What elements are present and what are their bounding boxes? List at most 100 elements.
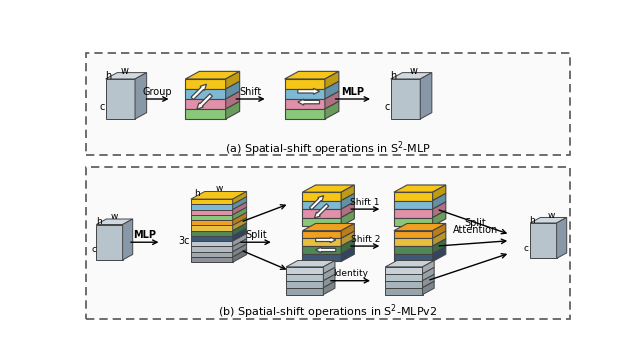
Polygon shape [385,281,422,287]
Text: c: c [99,102,104,112]
Text: h: h [390,70,396,81]
Polygon shape [341,224,355,238]
Polygon shape [191,220,233,225]
Polygon shape [286,261,335,267]
Polygon shape [325,101,339,119]
Polygon shape [433,246,446,261]
Text: w: w [409,66,417,76]
Polygon shape [233,197,246,209]
Polygon shape [233,244,246,257]
Text: Split: Split [245,230,267,240]
Polygon shape [391,73,432,79]
Polygon shape [191,252,233,257]
Polygon shape [191,246,233,252]
Polygon shape [191,204,233,209]
Polygon shape [106,73,147,79]
Polygon shape [186,72,239,79]
Polygon shape [191,241,233,246]
Polygon shape [186,89,226,99]
Text: Shift 2: Shift 2 [351,235,380,244]
Polygon shape [422,274,434,287]
Polygon shape [298,88,319,94]
Polygon shape [191,225,233,231]
Polygon shape [303,254,341,261]
Polygon shape [285,72,339,79]
Polygon shape [433,239,446,254]
Polygon shape [233,249,246,262]
Text: MLP: MLP [133,230,156,240]
Polygon shape [557,217,566,258]
Polygon shape [303,231,341,238]
Polygon shape [341,202,355,217]
Polygon shape [96,224,123,260]
Polygon shape [341,231,355,246]
Polygon shape [286,267,323,274]
Text: Identity: Identity [333,269,368,278]
Polygon shape [303,246,341,254]
Polygon shape [233,239,246,252]
Polygon shape [422,268,434,281]
Text: c: c [524,244,529,253]
Polygon shape [394,217,433,226]
Polygon shape [298,99,319,105]
Polygon shape [323,281,335,295]
Text: h: h [194,188,200,197]
Polygon shape [316,247,336,253]
Polygon shape [341,185,355,201]
Text: h: h [96,217,102,226]
Polygon shape [341,211,355,226]
Text: MLP: MLP [341,87,364,97]
Text: (a) Spatial-shift operations in S$^2$-MLP: (a) Spatial-shift operations in S$^2$-ML… [225,139,431,158]
Polygon shape [285,89,325,99]
Polygon shape [233,228,246,241]
Polygon shape [394,231,433,238]
Polygon shape [385,261,434,267]
Polygon shape [233,191,246,204]
Polygon shape [233,202,246,215]
Polygon shape [135,73,147,119]
Polygon shape [233,223,246,236]
Text: w: w [121,66,129,76]
Polygon shape [191,231,233,236]
Text: Attention: Attention [452,225,498,235]
Polygon shape [422,281,434,295]
Polygon shape [233,218,246,231]
Polygon shape [433,193,446,209]
Polygon shape [233,233,246,246]
Polygon shape [303,185,355,192]
Polygon shape [286,287,323,295]
Polygon shape [325,91,339,109]
Bar [86,53,570,155]
Polygon shape [191,236,233,241]
Text: h: h [529,216,534,224]
Polygon shape [106,79,135,119]
Polygon shape [341,246,355,261]
Polygon shape [385,274,422,281]
Text: w: w [111,212,118,221]
Polygon shape [303,192,341,201]
Polygon shape [285,99,325,109]
Polygon shape [191,84,207,99]
Polygon shape [191,257,233,262]
Text: w: w [547,211,555,220]
Polygon shape [303,238,341,246]
Polygon shape [323,268,335,281]
Polygon shape [303,224,355,231]
Polygon shape [191,199,233,204]
Text: Shift: Shift [239,87,262,97]
Text: Shift 1: Shift 1 [351,198,380,207]
Polygon shape [323,261,335,274]
Polygon shape [323,274,335,287]
Polygon shape [303,201,341,209]
Polygon shape [286,281,323,287]
Text: Split: Split [465,219,486,228]
Text: h: h [105,70,111,81]
Polygon shape [186,99,226,109]
Polygon shape [314,204,329,218]
Polygon shape [226,101,239,119]
Polygon shape [285,79,325,89]
Polygon shape [394,238,433,246]
Polygon shape [385,287,422,295]
Polygon shape [433,185,446,201]
Polygon shape [197,94,212,109]
